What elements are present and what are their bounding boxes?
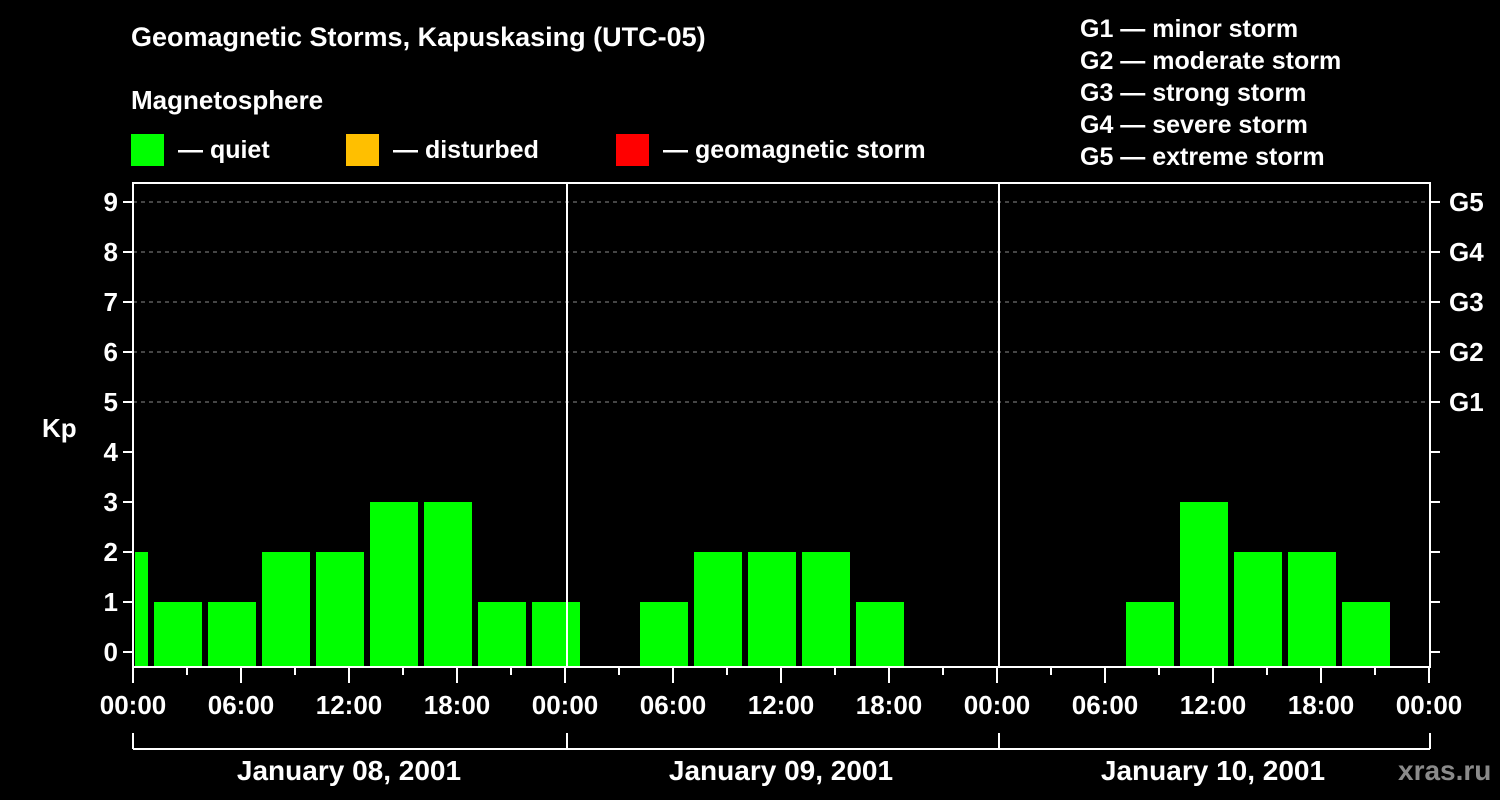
kp-bar xyxy=(135,552,148,666)
g-scale-g2: G2 — moderate storm xyxy=(1080,47,1342,75)
chart-title: Geomagnetic Storms, Kapuskasing (UTC-05) xyxy=(131,22,706,52)
kp-bar xyxy=(1288,552,1336,666)
x-tick-label: 00:00 xyxy=(1395,690,1463,720)
watermark: xras.ru xyxy=(1398,755,1492,786)
date-label-2: January 09, 2001 xyxy=(668,755,894,786)
g-scale-g3: G3 — strong storm xyxy=(1080,79,1307,107)
legend-label: — disturbed xyxy=(393,135,539,164)
g-scale-g4: G4 — severe storm xyxy=(1080,111,1308,139)
x-tick-label: 18:00 xyxy=(423,690,491,720)
kp-bar xyxy=(370,502,418,666)
kp-bar xyxy=(1234,552,1282,666)
g-tick-label: G3 xyxy=(1449,287,1484,317)
date-label-3: January 10, 2001 xyxy=(1100,755,1326,786)
x-tick-label: 00:00 xyxy=(99,690,167,720)
date-label-1: January 08, 2001 xyxy=(236,755,462,786)
y-tick-label: 3 xyxy=(103,487,118,517)
y-tick-label: 7 xyxy=(103,287,118,317)
legend-disturbed: — disturbed xyxy=(346,134,539,166)
x-tick-label: 18:00 xyxy=(1287,690,1355,720)
legend-quiet: — quiet xyxy=(131,134,270,166)
x-tick-label: 06:00 xyxy=(207,690,275,720)
x-tick-label: 00:00 xyxy=(531,690,599,720)
y-tick-label: 6 xyxy=(103,337,118,367)
g-tick-label: G1 xyxy=(1449,387,1484,417)
legend-label: — geomagnetic storm xyxy=(663,135,926,164)
g-scale-g1: G1 — minor storm xyxy=(1080,15,1299,43)
y-axis-label: Kp xyxy=(42,413,77,443)
kp-bar xyxy=(262,552,310,666)
kp-bar xyxy=(316,552,364,666)
x-tick-label: 06:00 xyxy=(639,690,707,720)
x-tick-label: 12:00 xyxy=(1179,690,1247,720)
y-tick-label: 9 xyxy=(103,187,118,217)
quiet-swatch xyxy=(131,134,164,166)
kp-bar xyxy=(856,602,904,666)
y-tick-label: 0 xyxy=(103,637,118,667)
kp-bar xyxy=(1180,502,1228,666)
x-tick-label: 00:00 xyxy=(963,690,1031,720)
kp-bar xyxy=(154,602,202,666)
y-tick-label: 4 xyxy=(103,437,118,467)
y-tick-label: 2 xyxy=(103,537,118,567)
kp-bar xyxy=(1342,602,1390,666)
y-tick-label: 5 xyxy=(103,387,118,417)
legend-label: — quiet xyxy=(178,135,270,164)
kp-bar xyxy=(424,502,472,666)
x-tick-label: 12:00 xyxy=(747,690,815,720)
legend-subtitle: Magnetosphere xyxy=(131,85,324,115)
x-tick-label: 12:00 xyxy=(315,690,383,720)
disturbed-swatch xyxy=(346,134,379,166)
kp-bar xyxy=(532,602,580,666)
y-tick-label: 1 xyxy=(103,587,118,617)
kp-bar xyxy=(478,602,526,666)
g-scale-g5: G5 — extreme storm xyxy=(1080,143,1325,171)
kp-bar xyxy=(640,602,688,666)
kp-bar xyxy=(802,552,850,666)
storm-swatch xyxy=(616,134,649,166)
legend-storm: — geomagnetic storm xyxy=(616,134,926,166)
kp-bar xyxy=(208,602,256,666)
kp-bar xyxy=(748,552,796,666)
g-tick-label: G4 xyxy=(1449,237,1484,267)
g-tick-label: G2 xyxy=(1449,337,1484,367)
kp-bar xyxy=(694,552,742,666)
kp-bar xyxy=(1126,602,1174,666)
y-tick-label: 8 xyxy=(103,237,118,267)
x-tick-label: 18:00 xyxy=(855,690,923,720)
x-tick-label: 06:00 xyxy=(1071,690,1139,720)
g-tick-label: G5 xyxy=(1449,187,1484,217)
